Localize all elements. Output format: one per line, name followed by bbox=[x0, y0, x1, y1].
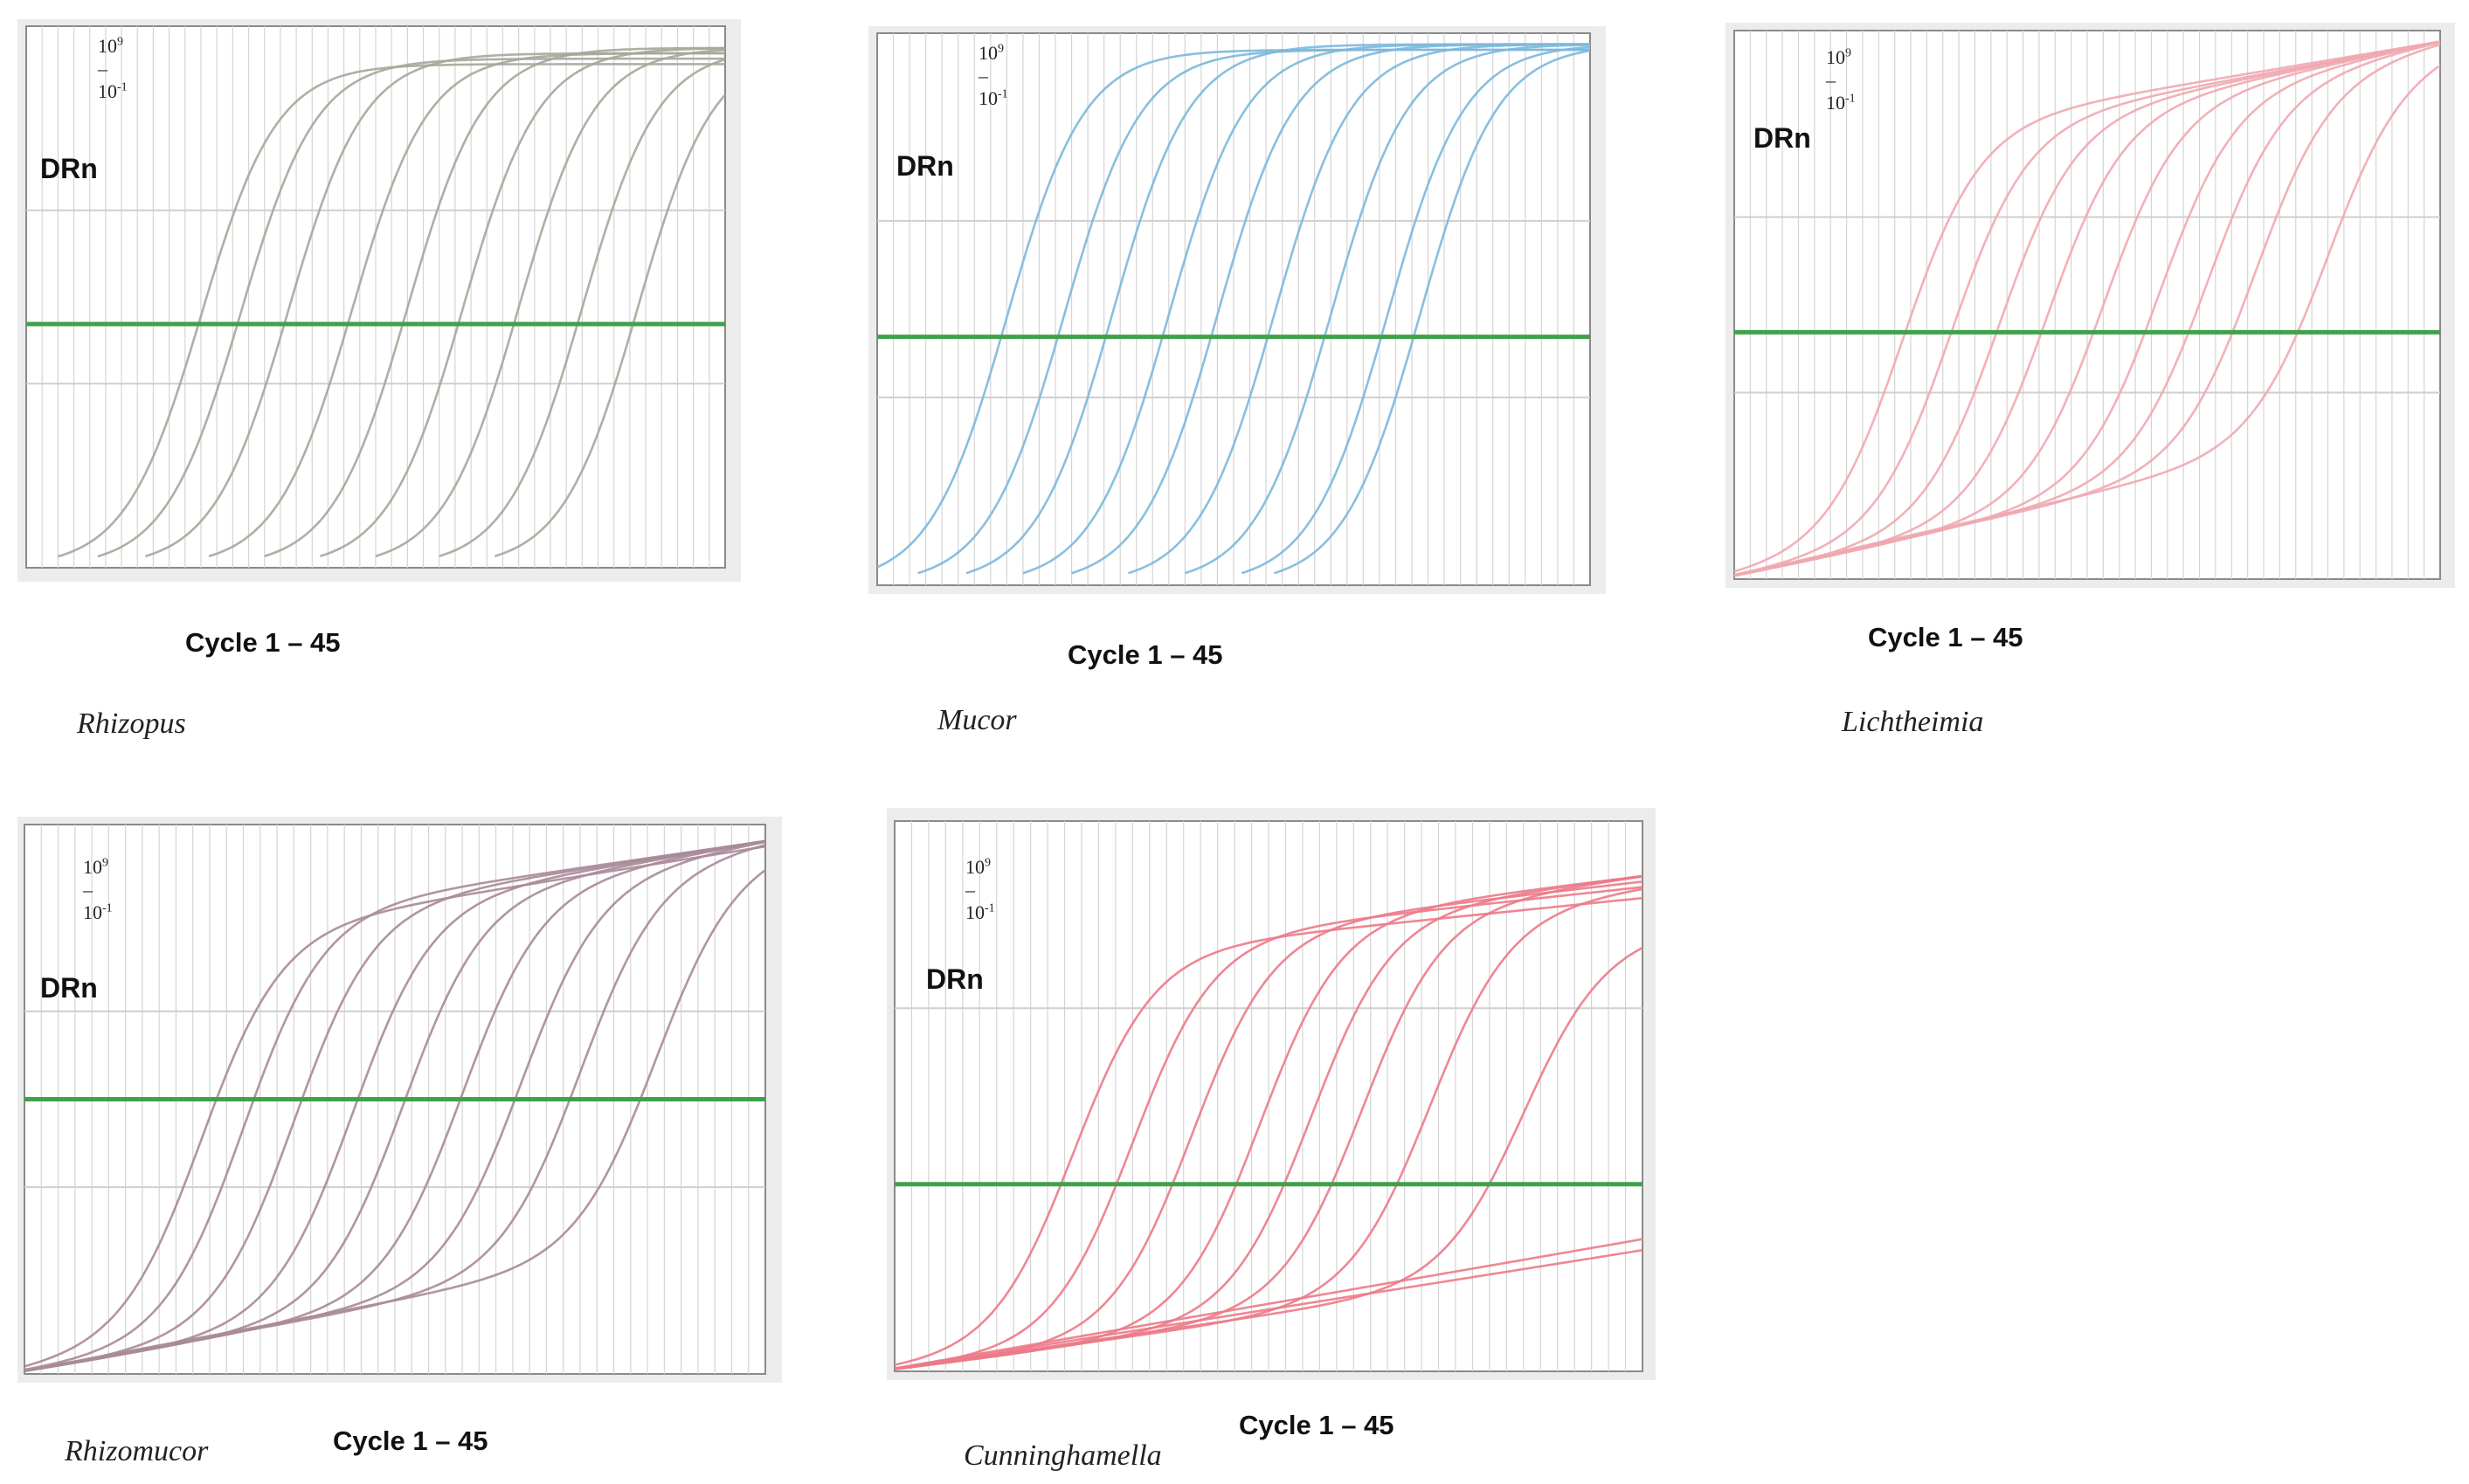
organism-label: Cunninghamella bbox=[964, 1439, 1162, 1472]
range-exponent-high: 9 bbox=[985, 856, 991, 870]
range-exponent-high: 9 bbox=[998, 42, 1004, 56]
amplification-curve-9 bbox=[24, 869, 766, 1372]
range-base: 10 bbox=[979, 42, 998, 64]
range-exponent-high: 9 bbox=[102, 856, 108, 870]
organism-label: Lichtheimia bbox=[1842, 706, 1984, 738]
y-axis-label: DRn bbox=[40, 153, 98, 184]
range-exponent-low: -1 bbox=[102, 901, 113, 915]
amplification-curve-9 bbox=[1273, 49, 1591, 575]
dilution-range-label: 109 – 10-1 bbox=[979, 42, 1008, 110]
organism-label: Rhizomucor bbox=[65, 1435, 209, 1467]
range-base: 10 bbox=[965, 856, 985, 878]
range-base: 10 bbox=[1826, 46, 1845, 68]
range-exponent-low: -1 bbox=[985, 901, 995, 915]
organism-label: Mucor bbox=[937, 704, 1017, 736]
range-separator: – 10 bbox=[83, 879, 102, 923]
amplification-curve-6 bbox=[320, 47, 725, 557]
organism-label: Rhizopus bbox=[77, 707, 186, 740]
amplification-curve-8 bbox=[894, 946, 1643, 1370]
dilution-range-label: 109 – 10-1 bbox=[1826, 46, 1856, 114]
y-axis-label: DRn bbox=[926, 963, 984, 995]
range-exponent-low: -1 bbox=[998, 87, 1008, 101]
amplification-curve-8 bbox=[1241, 45, 1591, 575]
dilution-range-label: 109 – 10-1 bbox=[965, 856, 995, 924]
amplification-curve-1 bbox=[1733, 40, 2441, 573]
range-base: 10 bbox=[83, 856, 102, 878]
amplification-curve-2 bbox=[97, 57, 725, 558]
y-axis-label: DRn bbox=[1753, 122, 1811, 154]
x-axis-label: Cycle 1 – 45 bbox=[333, 1425, 488, 1456]
dilution-range-label: 109 – 10-1 bbox=[83, 856, 113, 924]
amplification-curve-2 bbox=[916, 48, 1590, 575]
amplification-curve-9 bbox=[1733, 64, 2441, 577]
amplification-curve-5 bbox=[264, 46, 725, 557]
amplification-curve-6 bbox=[1128, 43, 1590, 575]
range-separator: – 10 bbox=[1826, 69, 1845, 114]
range-exponent-high: 9 bbox=[117, 35, 123, 49]
amplification-curve-8 bbox=[439, 58, 726, 557]
x-axis-label: Cycle 1 – 45 bbox=[185, 627, 341, 658]
amplification-curve-7 bbox=[1184, 44, 1591, 575]
dilution-range-label: 109 – 10-1 bbox=[98, 35, 128, 103]
range-exponent-low: -1 bbox=[1845, 92, 1856, 106]
x-axis-label: Cycle 1 – 45 bbox=[1068, 639, 1223, 670]
range-separator: – 10 bbox=[98, 58, 117, 102]
amplification-curve-9 bbox=[494, 93, 726, 557]
y-axis-label: DRn bbox=[40, 972, 98, 1004]
range-exponent-low: -1 bbox=[117, 80, 128, 94]
amplification-curve-10 bbox=[894, 1248, 1643, 1370]
amplification-curve-9 bbox=[894, 1238, 1643, 1370]
range-exponent-high: 9 bbox=[1845, 46, 1851, 60]
x-axis-label: Cycle 1 – 45 bbox=[1868, 622, 2023, 652]
y-axis-label: DRn bbox=[896, 150, 954, 182]
range-separator: – 10 bbox=[965, 879, 985, 923]
x-axis-label: Cycle 1 – 45 bbox=[1239, 1410, 1394, 1440]
amplification-curve-7 bbox=[375, 49, 726, 557]
amplification-curve-1 bbox=[894, 896, 1643, 1366]
range-base: 10 bbox=[98, 35, 117, 57]
range-separator: – 10 bbox=[979, 65, 998, 109]
